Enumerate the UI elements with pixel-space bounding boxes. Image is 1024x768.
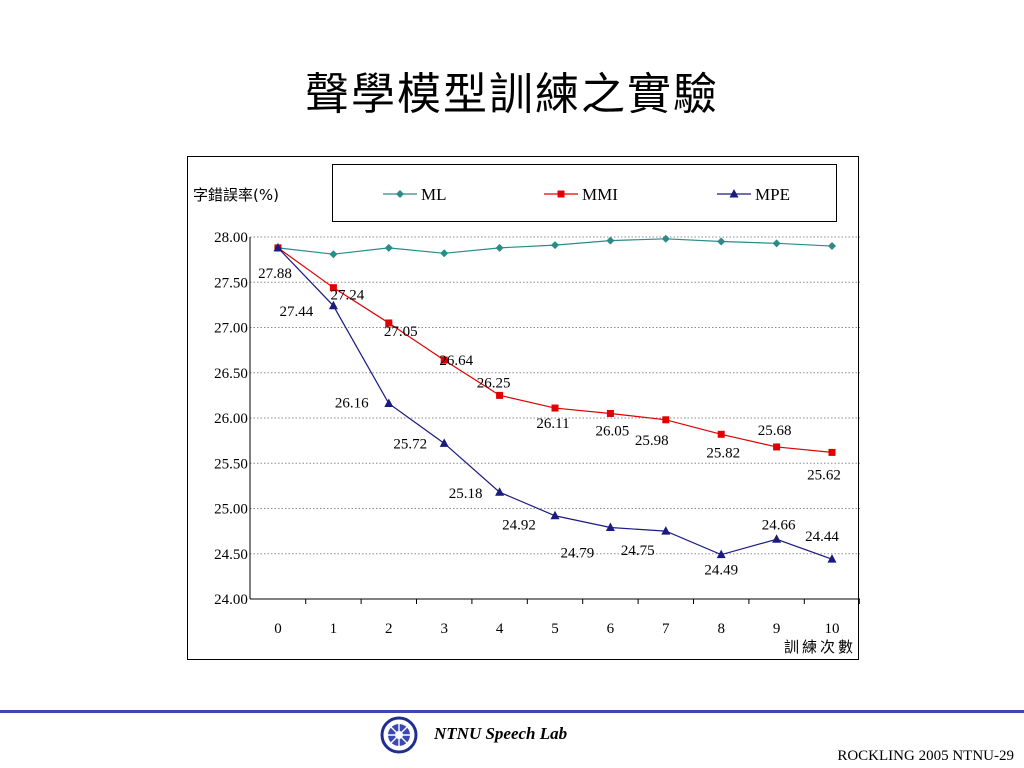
legend-marker: [729, 189, 739, 198]
x-tick-label: 5: [551, 621, 559, 637]
data-point: [661, 234, 670, 243]
data-label: 24.79: [561, 546, 595, 562]
legend-entries: ML MMI MPE: [383, 185, 790, 204]
data-point: [772, 239, 781, 248]
data-point: [385, 319, 393, 327]
data-label: 27.88: [258, 266, 292, 282]
legend-marker: [396, 190, 404, 198]
data-point: [828, 242, 836, 251]
data-point: [551, 241, 559, 250]
data-point: [551, 404, 559, 412]
data-point: [328, 300, 338, 310]
x-tick-label: 6: [607, 621, 615, 637]
data-point: [773, 443, 781, 451]
data-point: [661, 526, 671, 535]
data-point: [772, 534, 782, 543]
chart-legend: ML MMI MPE: [332, 164, 837, 222]
data-point: [550, 510, 560, 520]
data-point: [717, 237, 726, 246]
data-point: [496, 391, 504, 399]
data-point: [716, 549, 726, 559]
slide-title: 聲學模型訓練之實驗: [305, 69, 719, 120]
ntnu-logo-icon: [380, 716, 418, 754]
x-tick-label: 3: [440, 621, 448, 637]
legend-marker: [557, 190, 565, 198]
legend-label: MPE: [755, 185, 790, 204]
data-label: 25.72: [393, 436, 427, 452]
data-point: [662, 416, 670, 424]
series-mpe: 27.44 26.16 25.72 25.18 24.92 24.79 24.75 24.49…: [273, 242, 839, 579]
data-point: [606, 236, 615, 245]
y-tick-label: 24.50: [214, 547, 248, 563]
y-tick-label: 26.50: [214, 366, 248, 382]
x-axis-label: 訓練次數: [784, 638, 857, 656]
data-label: 25.68: [758, 423, 792, 439]
data-point: [605, 522, 615, 532]
data-point: [827, 554, 837, 563]
y-tick-label: 27.50: [214, 275, 248, 291]
x-tick-label: 2: [385, 621, 393, 637]
data-label: 24.92: [502, 518, 536, 534]
data-label: 26.16: [335, 396, 369, 412]
data-label: 26.25: [477, 375, 511, 391]
data-point: [717, 430, 725, 438]
data-label: 26.05: [596, 423, 630, 439]
data-label: 24.75: [621, 543, 655, 559]
data-point: [440, 249, 449, 258]
x-tick-label: 8: [717, 621, 725, 637]
series-ml: [274, 234, 836, 259]
data-label: 26.64: [439, 353, 473, 369]
data-label: 25.62: [807, 467, 841, 483]
data-label: 25.82: [706, 445, 740, 461]
data-label: 24.49: [704, 563, 738, 579]
data-point: [329, 250, 338, 259]
x-tick-label: 9: [773, 621, 781, 637]
y-tick-label: 26.00: [214, 411, 248, 427]
data-point: [606, 409, 614, 417]
footer-slide-code: ROCKLING 2005 NTNU-29: [837, 748, 1014, 764]
data-point: [440, 356, 448, 364]
chart-frame: 28.00 27.50 27.00 26.50 26.00 25.50 25.00 24.50…: [187, 156, 860, 660]
data-label: 25.18: [449, 486, 483, 502]
data-point: [329, 284, 337, 292]
x-tick-label: 0: [274, 621, 282, 637]
data-point: [439, 438, 449, 447]
y-tick-label: 24.00: [214, 592, 248, 608]
line-chart: 28.00 27.50 27.00 26.50 26.00 25.50 25.00 24.50…: [214, 230, 860, 637]
data-point: [495, 487, 505, 496]
data-label: 25.98: [635, 433, 669, 449]
data-label: 27.44: [280, 304, 314, 320]
x-tick-label: 1: [330, 621, 338, 637]
x-tick-label: 10: [825, 621, 840, 637]
data-label: 27.24: [331, 288, 365, 304]
legend-label: MMI: [582, 185, 618, 204]
legend-label: ML: [421, 185, 447, 204]
data-point: [495, 243, 504, 252]
x-tick-label: 7: [662, 621, 670, 637]
data-label: 24.44: [805, 529, 839, 545]
data-point: [273, 242, 283, 252]
data-point: [384, 243, 393, 252]
footer-lab-name: NTNU Speech Lab: [434, 724, 568, 743]
footer-divider: [0, 710, 1024, 713]
y-axis-label: 字錯誤率(%): [193, 186, 279, 204]
data-label: 26.11: [536, 416, 569, 432]
x-tick-label: 4: [496, 621, 504, 637]
y-tick-label: 27.00: [214, 321, 248, 337]
data-label: 24.66: [762, 517, 796, 533]
data-point: [384, 398, 394, 408]
data-point: [828, 448, 836, 456]
y-tick-label: 28.00: [214, 230, 248, 246]
data-label: 27.05: [384, 324, 418, 340]
y-tick-label: 25.00: [214, 502, 248, 518]
y-tick-label: 25.50: [214, 456, 248, 472]
